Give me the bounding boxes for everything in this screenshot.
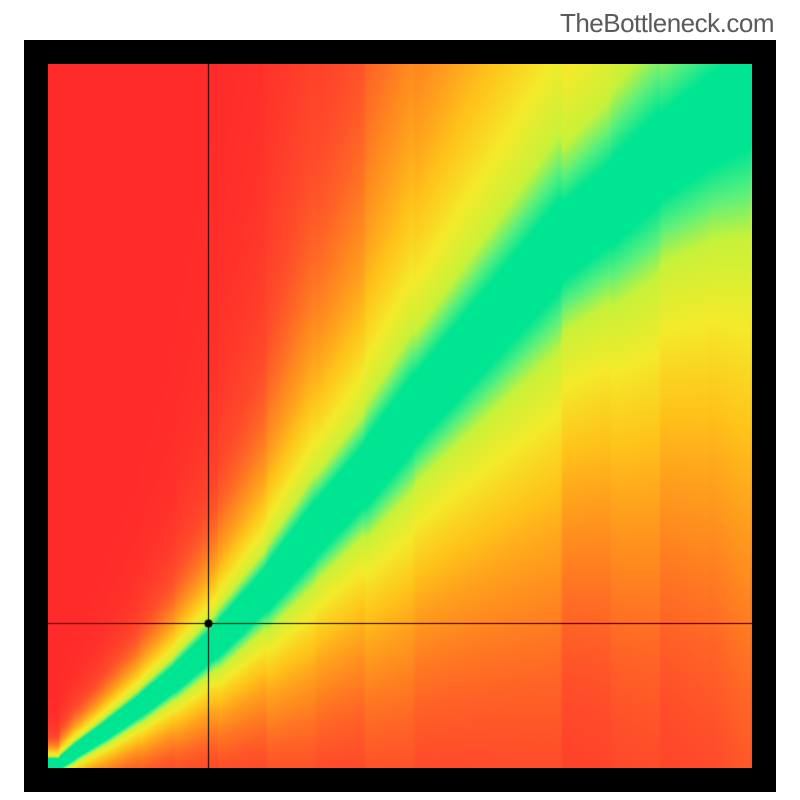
heatmap-canvas xyxy=(48,64,752,768)
chart-plot-area xyxy=(48,64,752,768)
chart-frame xyxy=(24,40,776,792)
watermark-text: TheBottleneck.com xyxy=(560,8,774,39)
